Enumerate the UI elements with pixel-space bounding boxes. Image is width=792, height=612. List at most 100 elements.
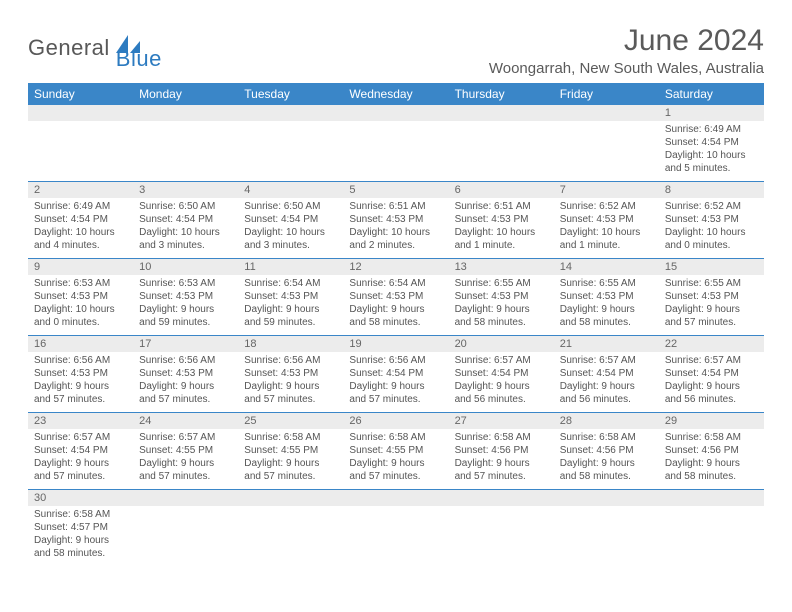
daylight-text: Daylight: 10 hours and 3 minutes. — [139, 226, 232, 252]
sunset-text: Sunset: 4:53 PM — [244, 290, 337, 303]
sunrise-text: Sunrise: 6:52 AM — [560, 200, 653, 213]
day-content-cell: Sunrise: 6:58 AMSunset: 4:56 PMDaylight:… — [659, 429, 764, 490]
logo: General Blue — [28, 24, 162, 72]
day-content-cell: Sunrise: 6:58 AMSunset: 4:56 PMDaylight:… — [554, 429, 659, 490]
logo-word2: Blue — [116, 46, 162, 72]
daylight-text: Daylight: 9 hours and 57 minutes. — [244, 380, 337, 406]
day-content-cell — [449, 121, 554, 182]
day-number-cell — [343, 490, 448, 507]
week-content-row: Sunrise: 6:49 AMSunset: 4:54 PMDaylight:… — [28, 198, 764, 259]
day-number: 7 — [560, 184, 566, 196]
day-content-cell: Sunrise: 6:49 AMSunset: 4:54 PMDaylight:… — [659, 121, 764, 182]
day-number-cell: 17 — [133, 336, 238, 353]
day-number: 9 — [34, 261, 40, 273]
day-number-cell — [343, 105, 448, 121]
logo-word1: General — [28, 35, 110, 61]
sunrise-text: Sunrise: 6:57 AM — [455, 354, 548, 367]
day-number-cell: 20 — [449, 336, 554, 353]
day-number-cell: 3 — [133, 182, 238, 199]
sunset-text: Sunset: 4:54 PM — [560, 367, 653, 380]
day-number-cell: 8 — [659, 182, 764, 199]
sunset-text: Sunset: 4:53 PM — [560, 290, 653, 303]
day-number: 5 — [349, 184, 355, 196]
day-number: 4 — [244, 184, 250, 196]
day-content-cell: Sunrise: 6:53 AMSunset: 4:53 PMDaylight:… — [133, 275, 238, 336]
sunset-text: Sunset: 4:54 PM — [455, 367, 548, 380]
day-number-cell: 22 — [659, 336, 764, 353]
sunset-text: Sunset: 4:54 PM — [349, 367, 442, 380]
day-content-cell — [28, 121, 133, 182]
sunrise-text: Sunrise: 6:57 AM — [34, 431, 127, 444]
sunset-text: Sunset: 4:53 PM — [139, 290, 232, 303]
day-header: Monday — [133, 83, 238, 105]
day-content-cell: Sunrise: 6:49 AMSunset: 4:54 PMDaylight:… — [28, 198, 133, 259]
sunset-text: Sunset: 4:56 PM — [560, 444, 653, 457]
day-number: 12 — [349, 261, 361, 273]
sunrise-text: Sunrise: 6:53 AM — [34, 277, 127, 290]
sunrise-text: Sunrise: 6:54 AM — [349, 277, 442, 290]
day-number-cell — [133, 105, 238, 121]
month-title: June 2024 — [489, 24, 764, 58]
daylight-text: Daylight: 9 hours and 58 minutes. — [34, 534, 127, 560]
sunset-text: Sunset: 4:55 PM — [139, 444, 232, 457]
day-content-cell: Sunrise: 6:58 AMSunset: 4:56 PMDaylight:… — [449, 429, 554, 490]
daylight-text: Daylight: 10 hours and 2 minutes. — [349, 226, 442, 252]
day-number: 26 — [349, 415, 361, 427]
sunrise-text: Sunrise: 6:51 AM — [349, 200, 442, 213]
day-number-cell — [659, 490, 764, 507]
sunset-text: Sunset: 4:53 PM — [34, 367, 127, 380]
daylight-text: Daylight: 9 hours and 58 minutes. — [455, 303, 548, 329]
daylight-text: Daylight: 9 hours and 56 minutes. — [455, 380, 548, 406]
day-number: 10 — [139, 261, 151, 273]
sunrise-text: Sunrise: 6:58 AM — [455, 431, 548, 444]
daylight-text: Daylight: 10 hours and 4 minutes. — [34, 226, 127, 252]
calendar-table: Sunday Monday Tuesday Wednesday Thursday… — [28, 83, 764, 566]
day-number: 28 — [560, 415, 572, 427]
day-number-cell: 5 — [343, 182, 448, 199]
day-number: 29 — [665, 415, 677, 427]
sunset-text: Sunset: 4:57 PM — [34, 521, 127, 534]
day-number-cell: 9 — [28, 259, 133, 276]
day-number-cell: 26 — [343, 413, 448, 430]
day-number-cell: 16 — [28, 336, 133, 353]
sunset-text: Sunset: 4:53 PM — [349, 290, 442, 303]
day-content-cell: Sunrise: 6:54 AMSunset: 4:53 PMDaylight:… — [343, 275, 448, 336]
day-content-cell: Sunrise: 6:55 AMSunset: 4:53 PMDaylight:… — [554, 275, 659, 336]
day-number-cell: 14 — [554, 259, 659, 276]
day-content-cell: Sunrise: 6:51 AMSunset: 4:53 PMDaylight:… — [343, 198, 448, 259]
day-number-cell: 15 — [659, 259, 764, 276]
sunrise-text: Sunrise: 6:57 AM — [139, 431, 232, 444]
day-number-cell — [238, 105, 343, 121]
week-content-row: Sunrise: 6:49 AMSunset: 4:54 PMDaylight:… — [28, 121, 764, 182]
daylight-text: Daylight: 10 hours and 0 minutes. — [34, 303, 127, 329]
day-number: 24 — [139, 415, 151, 427]
sunrise-text: Sunrise: 6:58 AM — [244, 431, 337, 444]
day-number-cell: 18 — [238, 336, 343, 353]
day-number-cell: 23 — [28, 413, 133, 430]
day-number: 23 — [34, 415, 46, 427]
daylight-text: Daylight: 9 hours and 57 minutes. — [139, 380, 232, 406]
day-content-cell: Sunrise: 6:57 AMSunset: 4:55 PMDaylight:… — [133, 429, 238, 490]
day-content-cell: Sunrise: 6:58 AMSunset: 4:57 PMDaylight:… — [28, 506, 133, 566]
sunset-text: Sunset: 4:53 PM — [34, 290, 127, 303]
day-number: 20 — [455, 338, 467, 350]
day-content-cell — [554, 506, 659, 566]
daylight-text: Daylight: 9 hours and 58 minutes. — [665, 457, 758, 483]
day-number-cell — [449, 105, 554, 121]
week-daynum-row: 9101112131415 — [28, 259, 764, 276]
sunrise-text: Sunrise: 6:50 AM — [139, 200, 232, 213]
daylight-text: Daylight: 9 hours and 59 minutes. — [139, 303, 232, 329]
week-daynum-row: 23242526272829 — [28, 413, 764, 430]
day-content-cell — [449, 506, 554, 566]
sunrise-text: Sunrise: 6:56 AM — [139, 354, 232, 367]
day-content-cell — [659, 506, 764, 566]
sunset-text: Sunset: 4:53 PM — [139, 367, 232, 380]
day-content-cell — [133, 506, 238, 566]
week-daynum-row: 1 — [28, 105, 764, 121]
sunrise-text: Sunrise: 6:56 AM — [349, 354, 442, 367]
day-number: 2 — [34, 184, 40, 196]
day-content-cell: Sunrise: 6:50 AMSunset: 4:54 PMDaylight:… — [238, 198, 343, 259]
sunrise-text: Sunrise: 6:54 AM — [244, 277, 337, 290]
sunrise-text: Sunrise: 6:51 AM — [455, 200, 548, 213]
sunset-text: Sunset: 4:53 PM — [455, 213, 548, 226]
